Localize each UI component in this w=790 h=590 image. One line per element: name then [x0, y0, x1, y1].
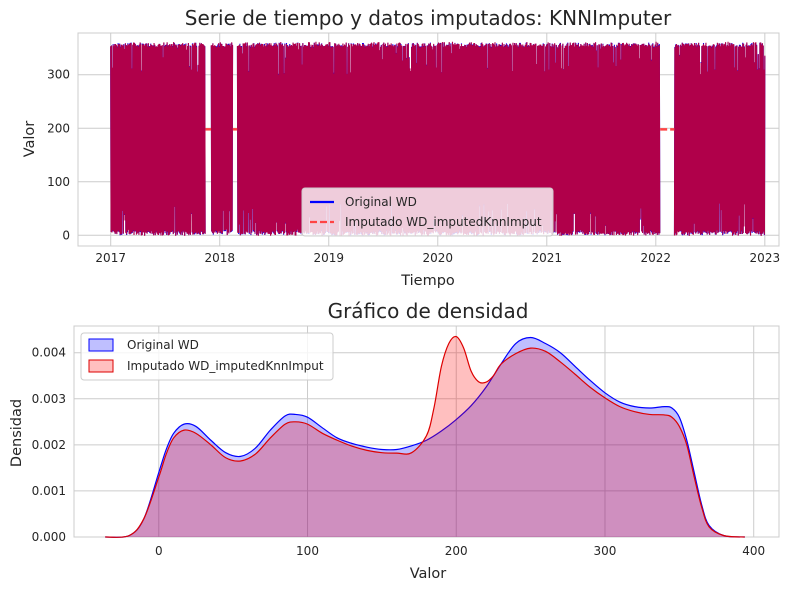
time-series-legend: Original WD Imputado WD_imputedKnnImput: [301, 187, 554, 237]
time-series-y-ticks: 0 100 200 300: [47, 68, 70, 243]
density-legend-label-imputed: Imputado WD_imputedKnnImput: [127, 359, 324, 373]
legend-swatch-original: [88, 338, 114, 352]
density-data: [105, 335, 745, 538]
time-series-x-tick-label: 2018: [204, 251, 235, 265]
density-x-tick-label: 100: [296, 544, 319, 558]
time-series-x-tick-label: 2023: [750, 251, 781, 265]
time-series-data: [110, 41, 766, 237]
density-x-tick-label: 300: [594, 544, 617, 558]
density-legend-box: [80, 332, 334, 381]
density-area-imputed: [105, 336, 745, 538]
time-series-y-tick-label: 0: [62, 228, 70, 242]
density-x-tick-label: 0: [155, 544, 163, 558]
density-x-label: Valor: [410, 566, 447, 582]
density-y-tick-label: 0.003: [32, 392, 66, 406]
density-x-ticks: 0 100 200 300 400: [155, 544, 765, 558]
time-series-y-label: Valor: [22, 121, 38, 158]
time-series-y-tick-label: 200: [47, 121, 70, 135]
density-y-tick-label: 0.004: [32, 346, 66, 360]
legend-label-imputed: Imputado WD_imputedKnnImput: [345, 215, 542, 229]
density-legend-label-original: Original WD: [127, 338, 199, 352]
time-series-y-tick-label: 100: [47, 175, 70, 189]
time-series-x-tick-label: 2017: [95, 251, 126, 265]
density-line-original: [105, 336, 745, 538]
density-y-tick-label: 0.002: [32, 438, 66, 452]
time-series-x-label: Tiempo: [400, 273, 455, 289]
density-y-tick-label: 0.001: [32, 484, 66, 498]
legend-swatch-imputed: [88, 359, 114, 373]
time-series-x-tick-label: 2020: [422, 251, 453, 265]
legend-label-original: Original WD: [345, 195, 417, 209]
density-x-tick-label: 200: [445, 544, 468, 558]
time-series-legend-box: [301, 187, 554, 237]
density-y-tick-label: 0.000: [32, 530, 66, 544]
density-title: Gráfico de densidad: [328, 299, 529, 323]
time-series-x-tick-label: 2022: [641, 251, 672, 265]
density-line-imputed: [105, 335, 745, 538]
time-series-x-ticks: 2017 2018 2019 2020 2021 2022 2023: [95, 251, 780, 265]
time-series-x-tick-label: 2021: [532, 251, 563, 265]
time-series-y-tick-label: 300: [47, 68, 70, 82]
time-series-title: Serie de tiempo y datos imputados: KNNIm…: [185, 6, 672, 30]
series-imputed-line: [110, 41, 766, 237]
density-x-tick-label: 400: [742, 544, 765, 558]
density-y-label: Densidad: [9, 399, 25, 467]
time-series-x-tick-label: 2019: [313, 251, 344, 265]
density-y-ticks: 0.000 0.001 0.002 0.003 0.004: [32, 346, 66, 544]
density-legend: Original WD Imputado WD_imputedKnnImput: [80, 332, 334, 381]
density-area-original: [105, 337, 745, 538]
